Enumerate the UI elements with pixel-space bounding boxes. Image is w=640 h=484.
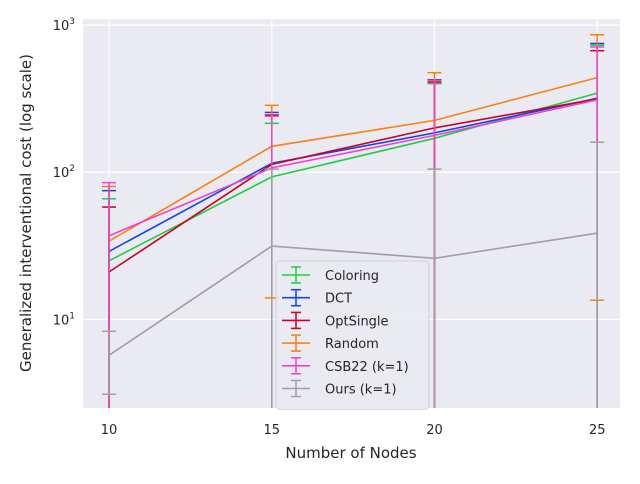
y-axis-label: Generalized interventional cost (log sca… <box>17 54 35 372</box>
legend-label: Random <box>325 337 379 352</box>
series-line <box>108 76 598 242</box>
legend-label: CSB22 (k=1) <box>325 360 409 375</box>
x-tick-label: 20 <box>426 423 443 438</box>
series-layer <box>102 33 605 408</box>
series-line <box>108 98 598 273</box>
x-tick-labels: 10 15 20 25 <box>101 423 606 438</box>
series-ours-k-1- <box>102 141 605 408</box>
legend-label: Coloring <box>325 269 379 284</box>
y-tick-label: 102 <box>53 164 75 181</box>
legend-label: Ours (k=1) <box>325 383 397 398</box>
y-tick-label: 101 <box>53 311 75 328</box>
legend-label: DCT <box>325 292 352 307</box>
series-line <box>108 232 598 356</box>
series-line <box>108 97 598 253</box>
series-line <box>108 99 598 237</box>
x-tick-label: 10 <box>101 423 118 438</box>
y-tick-label: 103 <box>53 17 75 34</box>
legend-box <box>275 260 430 410</box>
legend: Coloring DCT OptSingle Random CSB22 (k=1) Our… <box>275 260 430 410</box>
legend-label: OptSingle <box>325 314 389 329</box>
x-tick-label: 15 <box>263 423 280 438</box>
x-tick-label: 25 <box>589 423 606 438</box>
x-axis-label: Number of Nodes <box>285 444 416 462</box>
y-tick-labels: 101 102 103 <box>53 17 75 328</box>
